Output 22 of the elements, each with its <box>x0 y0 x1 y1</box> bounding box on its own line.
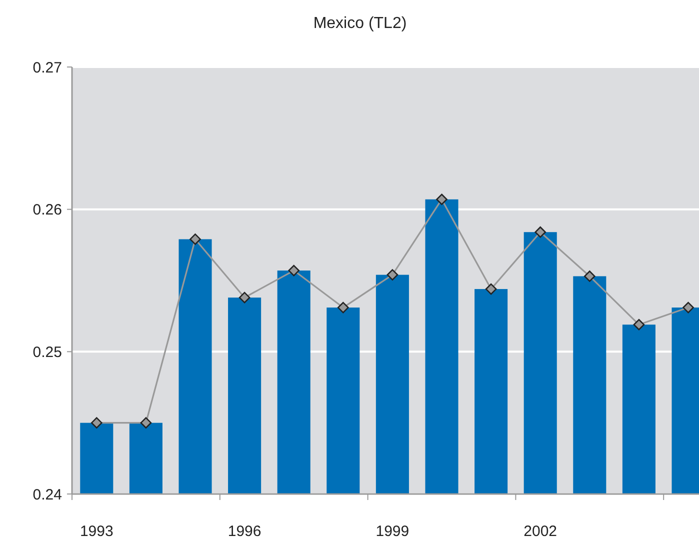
point <box>485 283 497 295</box>
y-tick-label: 0.26 <box>32 202 62 219</box>
point <box>238 292 250 304</box>
point <box>436 194 448 206</box>
y-tick-label: 0.24 <box>32 486 62 504</box>
point <box>140 417 152 428</box>
y-tick-label: 0.27 <box>32 59 62 76</box>
point <box>633 318 645 330</box>
point <box>584 270 596 282</box>
point <box>386 269 398 280</box>
x-tick-label: 1996 <box>228 523 262 540</box>
chart-title: Mexico (TL2) <box>313 15 407 32</box>
point <box>288 264 300 276</box>
point <box>534 226 546 238</box>
point <box>682 302 694 314</box>
point <box>190 234 201 245</box>
y-tick-label: 0.25 <box>32 344 62 361</box>
x-tick-label: 1999 <box>376 523 410 540</box>
point <box>338 302 349 314</box>
x-tick-label: 1993 <box>80 523 114 540</box>
x-tick-label: 2002 <box>524 523 558 540</box>
point <box>91 417 102 428</box>
